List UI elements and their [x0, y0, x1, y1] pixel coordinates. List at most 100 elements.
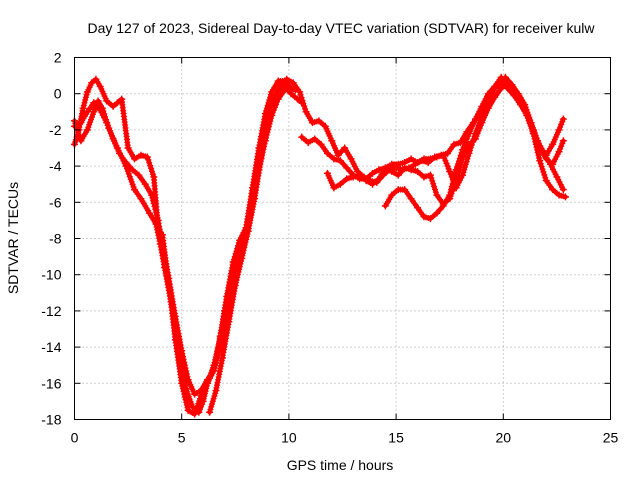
data-point	[150, 173, 158, 181]
y-tick-label: 0	[54, 86, 62, 102]
data-point	[465, 140, 473, 148]
data-point	[426, 155, 434, 163]
y-tick-label: 2	[54, 50, 62, 66]
data-point	[510, 86, 518, 94]
data-point	[178, 347, 186, 355]
data-point	[308, 119, 316, 127]
y-tick-label: -16	[41, 375, 61, 391]
data-point	[268, 88, 276, 96]
data-point	[444, 149, 452, 157]
data-point	[146, 209, 154, 217]
data-point	[420, 155, 428, 163]
data-point	[113, 99, 121, 107]
data-point	[491, 82, 499, 90]
data-point	[96, 82, 104, 90]
data-point	[549, 160, 557, 168]
data-point	[184, 406, 192, 414]
data-point	[420, 213, 428, 221]
data-point	[553, 173, 561, 181]
data-point	[321, 122, 329, 130]
data-point	[178, 379, 186, 387]
data-point	[561, 193, 569, 201]
data-point	[452, 177, 460, 185]
data-point	[420, 173, 428, 181]
y-axis: 2 0 -2 -4 -6 -8 -10 -12 -14 -16 -18	[41, 50, 611, 428]
data-point	[231, 282, 239, 290]
data-point	[315, 117, 323, 125]
series-line	[325, 80, 566, 191]
data-point	[287, 84, 295, 92]
data-point	[223, 292, 231, 300]
data-point	[184, 376, 192, 384]
data-point	[304, 139, 312, 147]
x-tick-label: 10	[281, 430, 297, 446]
data-point	[94, 97, 102, 105]
data-point	[536, 142, 544, 150]
data-point	[90, 108, 98, 116]
data-point	[491, 93, 499, 101]
data-point	[549, 186, 557, 194]
data-point	[323, 169, 331, 177]
data-point	[407, 195, 415, 203]
data-point	[154, 224, 162, 232]
data-point	[92, 75, 100, 83]
data-point	[471, 135, 479, 143]
data-point	[388, 191, 396, 199]
data-point	[497, 73, 505, 81]
x-axis-label: GPS time / hours	[287, 457, 394, 473]
data-point	[414, 168, 422, 176]
data-point	[263, 119, 271, 127]
data-point	[296, 88, 304, 96]
data-point	[497, 84, 505, 92]
y-tick-label: -14	[41, 339, 61, 355]
x-tick-label: 20	[496, 430, 512, 446]
data-point	[478, 119, 486, 127]
data-point	[270, 97, 278, 105]
data-point	[330, 184, 338, 192]
data-point	[336, 157, 344, 165]
data-point	[191, 410, 199, 418]
data-point	[407, 155, 415, 163]
data-point	[118, 95, 126, 103]
data-point	[109, 135, 117, 143]
data-point	[439, 151, 447, 159]
data-point	[459, 153, 467, 161]
data-point	[274, 77, 282, 85]
data-point	[375, 166, 383, 174]
data-point	[298, 133, 306, 141]
data-point	[88, 79, 96, 87]
data-point	[465, 130, 473, 138]
y-tick-label: -12	[41, 303, 61, 319]
data-point	[446, 168, 454, 176]
data-point	[96, 106, 104, 114]
data-point	[433, 191, 441, 199]
y-tick-label: -18	[41, 412, 61, 428]
data-point	[311, 135, 319, 143]
data-point	[456, 139, 464, 147]
x-tick-label: 25	[603, 430, 619, 446]
data-point	[251, 195, 259, 203]
data-point	[276, 81, 284, 89]
data-point	[116, 149, 124, 157]
data-point	[394, 160, 402, 168]
data-point	[137, 195, 145, 203]
data-point	[236, 236, 244, 244]
data-point	[559, 115, 567, 123]
data-point	[394, 186, 402, 194]
data-point	[407, 166, 415, 174]
data-point	[439, 200, 447, 208]
data-point	[238, 254, 246, 262]
data-point	[536, 157, 544, 165]
data-point	[347, 155, 355, 163]
data-point	[369, 169, 377, 177]
data-point	[388, 168, 396, 176]
data-point	[542, 151, 550, 159]
data-point	[555, 148, 563, 156]
data-point	[131, 186, 139, 194]
series-trace-4	[206, 73, 567, 416]
data-point	[401, 164, 409, 172]
data-point	[433, 153, 441, 161]
series-trace-7	[298, 79, 567, 208]
y-axis-label: SDTVAR / TECUs	[5, 182, 21, 294]
y-tick-label: -4	[49, 158, 62, 174]
